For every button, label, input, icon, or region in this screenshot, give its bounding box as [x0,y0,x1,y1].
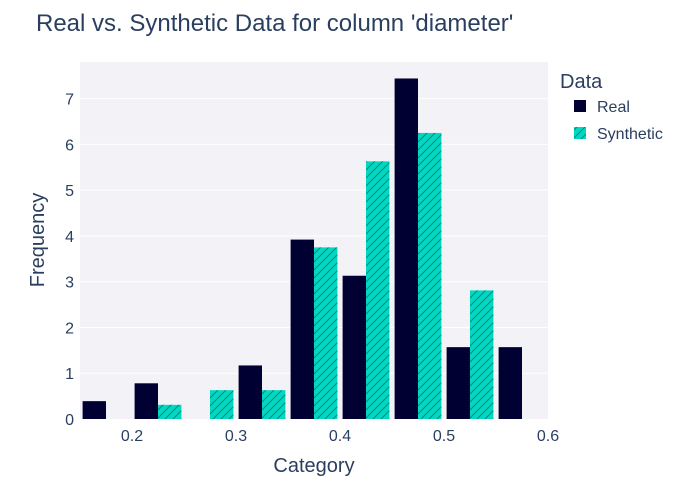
bar-real[interactable] [82,401,106,419]
y-tick-label: 4 [65,229,74,246]
bar-hatch-synthetic [314,247,338,419]
y-tick-label: 6 [65,137,74,154]
bar-hatch-synthetic [366,161,390,420]
y-tick-label: 5 [65,183,74,200]
bar-hatch-synthetic [470,290,494,419]
bar-real[interactable] [394,78,418,419]
legend-label-synthetic: Synthetic [597,126,663,143]
y-tick-label: 3 [65,275,74,292]
y-tick-label: 7 [65,92,74,109]
x-tick-label: 0.2 [121,428,143,445]
bar-hatch-synthetic [158,404,182,419]
bar-hatch-synthetic [210,390,234,419]
x-axis-title: Category [273,455,354,477]
x-tick-label: 0.4 [329,428,351,445]
bar-hatch-synthetic [418,132,442,419]
y-axis-title: Frequency [27,193,49,288]
legend-title: Data [560,71,603,93]
chart-title: Real vs. Synthetic Data for column 'diam… [36,10,513,37]
bar-real[interactable] [290,239,314,419]
legend-swatch-real [574,100,586,112]
bar-hatch-synthetic [262,390,286,419]
y-tick-label: 2 [65,320,74,337]
bar-real[interactable] [498,347,522,419]
x-tick-label: 0.6 [537,428,559,445]
bars [82,78,522,420]
bar-real[interactable] [342,275,366,419]
x-tick-label: 0.3 [225,428,247,445]
legend: Data Real Synthetic [560,71,663,143]
y-tick-label: 0 [65,412,74,429]
bar-real[interactable] [134,383,158,419]
legend-item-synthetic[interactable]: Synthetic [574,126,663,143]
bar-real[interactable] [238,365,262,419]
bar-real[interactable] [446,347,470,419]
legend-item-real[interactable]: Real [574,99,630,116]
legend-swatch-synthetic-hatch [574,127,586,139]
x-tick-label: 0.5 [433,428,455,445]
legend-label-real: Real [597,99,630,116]
tick-labels: 0 1 2 3 4 5 6 7 0.2 0.3 0.4 0.5 0.6 [65,92,559,445]
y-tick-label: 1 [65,366,74,383]
